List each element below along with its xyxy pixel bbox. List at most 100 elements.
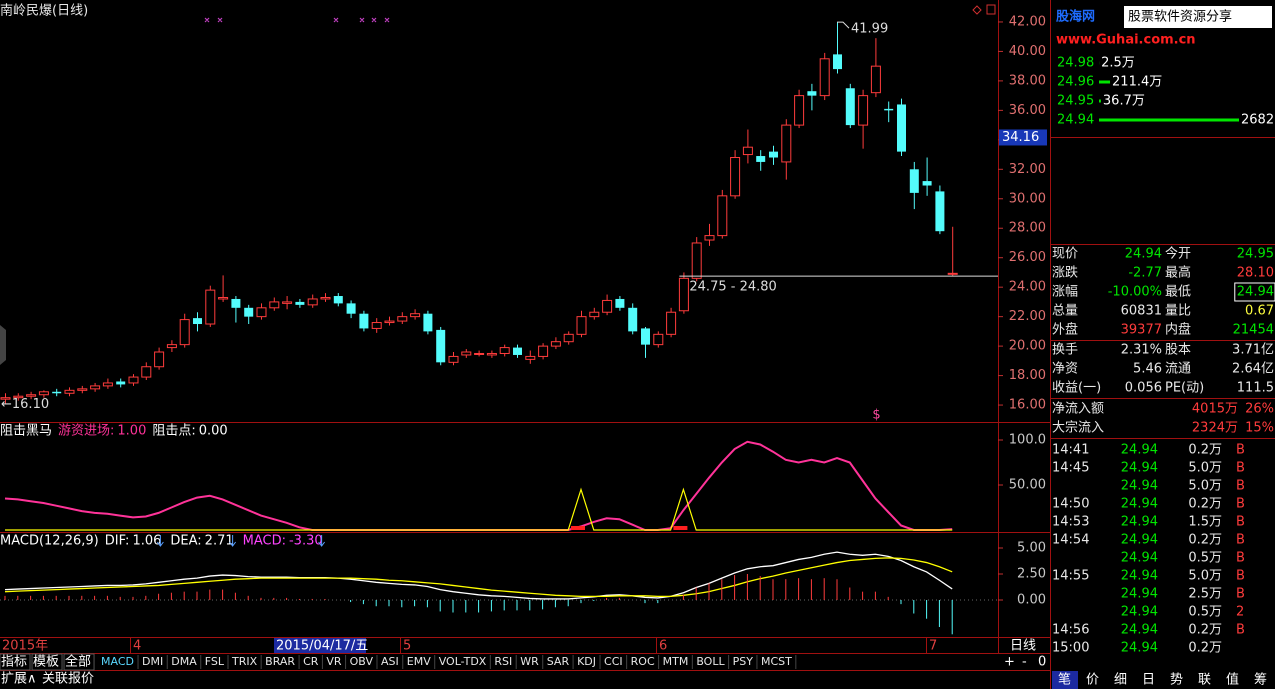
tab[interactable]: 模板: [33, 655, 59, 670]
candle-body: [730, 157, 741, 197]
footer-tab[interactable]: 关联报价: [42, 672, 94, 687]
signal-crosses: [204, 17, 390, 23]
macd-line: [4, 557, 953, 598]
indicator-tab[interactable]: EMV: [407, 655, 431, 668]
indicator-tab[interactable]: CR: [303, 655, 319, 668]
indicator-tab[interactable]: DMI: [142, 655, 163, 668]
tab-frame: [63, 653, 95, 671]
candle-body: [371, 322, 382, 329]
footer-tab[interactable]: 值: [1226, 672, 1239, 688]
candle-body: [615, 298, 625, 308]
candle-body: [563, 333, 574, 343]
indicator-tab[interactable]: RSI: [494, 655, 512, 668]
indicator-tab[interactable]: CCI: [604, 655, 623, 668]
candle-body: [845, 88, 855, 126]
candle-body: [947, 272, 958, 275]
control[interactable]: +: [1004, 655, 1015, 670]
logo-slogan: 股票软件资源分享: [1128, 9, 1232, 25]
book-price: 24.98: [1057, 56, 1094, 71]
candle-body: [205, 289, 216, 325]
candle-body: [807, 91, 817, 96]
candle-body: [486, 352, 497, 356]
candle-body: [704, 235, 715, 241]
indicator-tab[interactable]: MACD: [101, 655, 134, 668]
candle-body: [691, 242, 702, 279]
candle-body: [436, 329, 446, 363]
stat-label: 现价: [1052, 247, 1078, 262]
control[interactable]: 0: [1038, 655, 1046, 670]
book-price: 24.96: [1057, 75, 1094, 90]
trade-price: 24.94: [1121, 605, 1158, 620]
trade-volume: 5.0万: [1188, 461, 1222, 476]
y-tick-label: 20.00: [1009, 339, 1046, 354]
indicator-tab[interactable]: ASI: [381, 655, 399, 668]
indicator-tab[interactable]: BRAR: [265, 655, 295, 668]
tab[interactable]: 全部: [65, 654, 91, 670]
indicator-tab[interactable]: VOL-TDX: [439, 655, 487, 668]
control[interactable]: -: [1022, 655, 1027, 670]
footer-tab[interactable]: 联: [1198, 673, 1211, 688]
book-volume-bar: [1099, 99, 1101, 103]
candle-body: [307, 298, 318, 306]
trend-arrow: [318, 535, 326, 547]
book-volume: 2.5万: [1101, 56, 1135, 71]
footer-tab[interactable]: 日: [1142, 673, 1155, 688]
indicator-tab[interactable]: WR: [520, 655, 539, 668]
trade-side: B: [1236, 515, 1245, 530]
stat-value: 60831: [1121, 304, 1162, 319]
trade-time: 14:53: [1052, 515, 1089, 530]
trade-volume: 2.5万: [1188, 587, 1222, 602]
indicator-tab[interactable]: PSY: [733, 655, 754, 668]
logo-url: www.Guhai.com.cn: [1056, 33, 1196, 48]
candle-body: [38, 391, 49, 396]
y-tick-label: 50.00: [1009, 478, 1046, 493]
candle-body: [589, 311, 600, 318]
indicator-tab[interactable]: VR: [326, 655, 342, 668]
trade-time: 14:55: [1052, 569, 1089, 584]
y-tick-label: 22.00: [1009, 309, 1046, 324]
stat-value: -2.77: [1128, 266, 1162, 281]
y-tick-label: 32.00: [1009, 162, 1046, 177]
indicator-tab[interactable]: OBV: [350, 655, 374, 668]
footer-tab[interactable]: 价: [1086, 673, 1099, 688]
footer-tab[interactable]: 势: [1170, 672, 1183, 688]
stat-value: 0.67: [1245, 304, 1274, 319]
footer-tab[interactable]: 笔: [1058, 672, 1071, 688]
trade-volume: 0.2万: [1188, 641, 1222, 656]
footer-tab[interactable]: 筹: [1254, 672, 1267, 688]
indicator-tab[interactable]: FSL: [205, 655, 225, 668]
low-label: ←16.10: [1, 397, 49, 412]
footer-tab[interactable]: 扩展∧: [1, 672, 37, 687]
range-label: 24.75 - 24.80: [689, 280, 776, 295]
stat-label: 内盘: [1165, 322, 1191, 338]
stat-value: 26%: [1245, 402, 1274, 417]
legend-value: 2.71: [205, 534, 234, 549]
footer-tab[interactable]: 细: [1114, 673, 1127, 688]
tab[interactable]: 指标: [1, 655, 27, 670]
indicator-tab[interactable]: SAR: [547, 655, 570, 668]
indicator-line: [5, 487, 953, 531]
indicator-tab[interactable]: KDJ: [577, 655, 596, 668]
indicator-tab[interactable]: BOLL: [696, 655, 725, 668]
indicator-tab[interactable]: TRIX: [231, 655, 258, 668]
trade-volume: 0.2万: [1188, 623, 1222, 638]
candle-body: [77, 388, 88, 391]
indicator-tab[interactable]: MCST: [761, 655, 792, 668]
stat-value: 39377: [1121, 323, 1162, 338]
macd-line: [4, 551, 953, 600]
indicator-tab[interactable]: DMA: [171, 655, 197, 668]
indicator-tab[interactable]: MTM: [663, 655, 689, 668]
candle-body: [448, 355, 459, 363]
trade-price: 24.94: [1121, 641, 1158, 656]
candle-body: [64, 389, 75, 394]
x-tick-label: 6: [659, 639, 667, 654]
stat-label: PE(动): [1165, 381, 1204, 396]
book-volume: 211.4万: [1112, 75, 1162, 90]
candle-body: [166, 344, 177, 349]
signal-label: $: [872, 408, 880, 423]
trade-time: 14:50: [1052, 497, 1089, 512]
indicator-tab[interactable]: ROC: [631, 655, 655, 668]
stat-value: 0.056: [1125, 381, 1162, 396]
